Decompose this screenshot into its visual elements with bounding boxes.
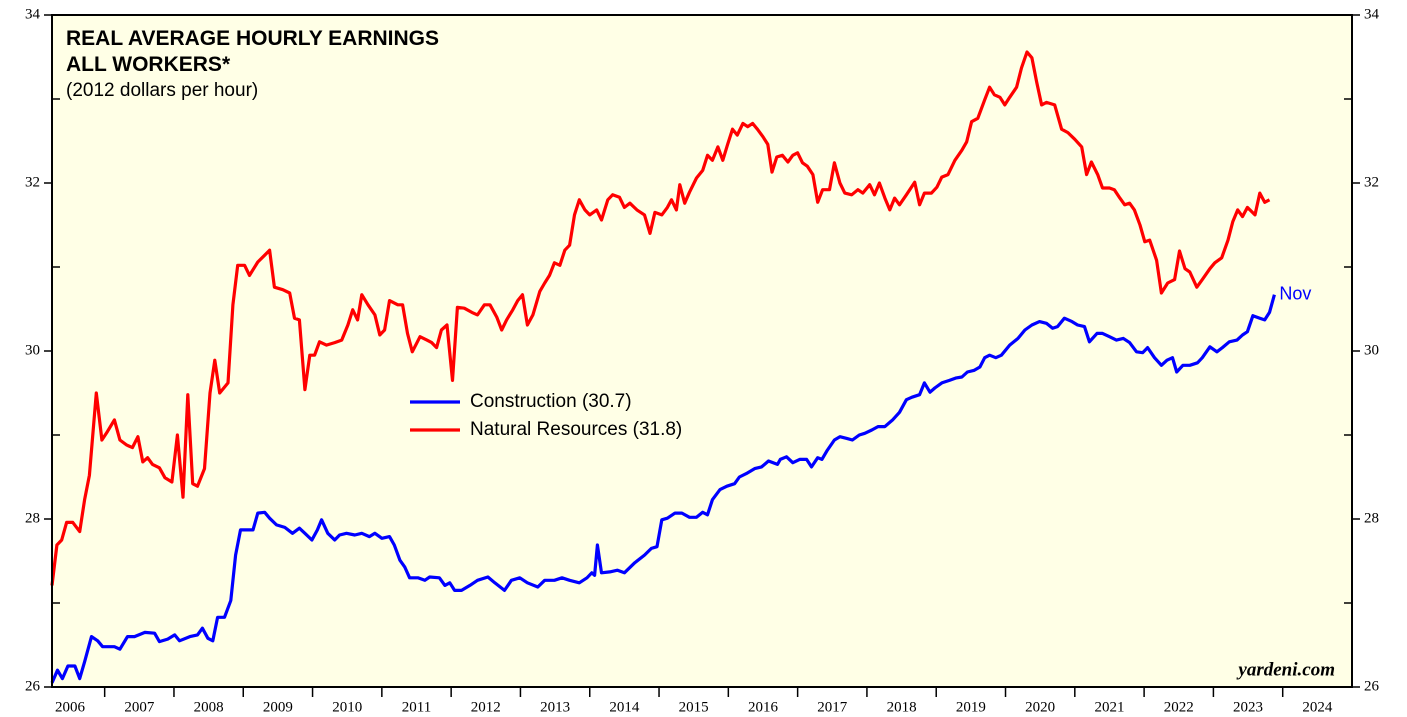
x-tick-label: 2008 [194, 699, 224, 715]
x-tick-label: 2020 [1025, 699, 1055, 715]
source: yardeni.com [1236, 659, 1335, 680]
y-tick-label: 30 [1364, 342, 1379, 358]
x-tick-label: 2022 [1164, 699, 1194, 715]
x-tick-label: 2009 [263, 699, 293, 715]
y-tick-label: 32 [25, 174, 40, 190]
legend-label: Construction (30.7) [470, 391, 632, 412]
marks [50, 50, 1276, 684]
x-tick-label: 2006 [55, 699, 86, 715]
x-tick-label: 2015 [679, 699, 709, 715]
chart-title: ALL WORKERS* [66, 53, 231, 76]
x-tick-label: 2014 [609, 699, 640, 715]
y-tick-label: 30 [25, 342, 40, 358]
plot-area [52, 15, 1352, 687]
x-tick-label: 2007 [124, 699, 155, 715]
series-line [50, 294, 1276, 684]
x-tick-label: 2018 [887, 699, 917, 715]
x-tick-label: 2013 [540, 699, 570, 715]
chart-subtitle: (2012 dollars per hour) [66, 80, 258, 101]
chart-title: REAL AVERAGE HOURLY EARNINGS [66, 27, 439, 50]
x-tick-label: 2021 [1094, 699, 1124, 715]
series-line [50, 50, 1271, 586]
x-tick-label: 2010 [332, 699, 362, 715]
y-tick-label: 28 [1364, 510, 1379, 526]
x-tick-label: 2019 [956, 699, 986, 715]
annotation: Nov [1279, 283, 1311, 303]
x-tick-label: 2011 [402, 699, 431, 715]
y-tick-label: 26 [1364, 678, 1380, 694]
y-tick-label: 28 [25, 510, 40, 526]
x-tick-label: 2016 [748, 699, 779, 715]
legend-label: Natural Resources (31.8) [470, 419, 682, 440]
y-tick-label: 26 [25, 678, 41, 694]
x-tick-label: 2017 [817, 699, 848, 715]
y-tick-label: 32 [1364, 174, 1379, 190]
y-tick-label: 34 [25, 6, 41, 22]
y-tick-label: 34 [1364, 6, 1380, 22]
x-tick-label: 2012 [471, 699, 501, 715]
x-tick-label: 2023 [1233, 699, 1263, 715]
x-tick-label: 2024 [1302, 699, 1333, 715]
